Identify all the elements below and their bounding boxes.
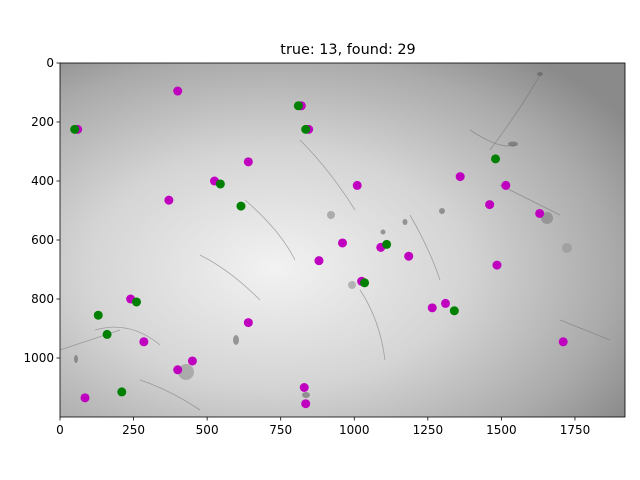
data-point-series-0-24 [187,356,197,366]
data-point-series-0-16 [492,260,502,270]
data-point-series-0-9 [164,195,174,205]
data-point-series-0-23 [558,337,568,347]
cell-blobs [74,72,572,398]
data-point-series-1-5 [236,201,246,211]
x-tick-label: 0 [56,423,64,437]
data-point-series-0-0 [173,86,183,96]
data-point-series-0-21 [440,298,450,308]
data-point-series-0-7 [455,172,465,182]
x-tick-label: 1250 [413,423,444,437]
data-point-series-1-1 [70,124,80,134]
data-point-series-1-9 [93,310,103,320]
data-point-series-1-8 [132,297,142,307]
data-point-series-1-0 [293,101,303,111]
data-point-series-1-10 [102,329,112,339]
data-point-series-0-22 [139,337,149,347]
x-tick-label: 250 [122,423,145,437]
x-tick-label: 1000 [339,423,370,437]
data-point-series-1-3 [491,154,501,164]
data-point-series-0-25 [173,365,183,375]
data-point-series-0-11 [535,208,545,218]
data-point-series-0-20 [427,303,437,313]
x-tick-label: 500 [196,423,219,437]
data-point-series-0-10 [485,200,495,210]
data-point-series-1-7 [360,278,370,288]
y-tick-label: 800 [31,292,54,306]
data-point-series-0-26 [299,383,309,392]
y-tick-label: 600 [31,233,54,247]
chart-title: true: 13, found: 29 [280,42,415,58]
data-point-series-1-12 [117,387,127,397]
x-axis: 0 250 500 750 1000 1250 1500 1750 [56,417,590,437]
data-point-series-1-4 [215,179,225,189]
data-point-series-0-15 [314,256,324,266]
y-tick-label: 1000 [23,351,54,365]
y-tick-label: 0 [46,56,54,70]
data-point-series-0-4 [243,157,253,167]
data-point-series-0-6 [352,180,362,190]
data-point-series-0-12 [338,238,347,248]
data-point-series-0-19 [243,318,253,328]
x-tick-label: 1750 [560,423,591,437]
data-point-series-0-14 [404,251,414,261]
points-layer [70,86,568,409]
data-point-series-0-28 [301,399,311,409]
data-point-series-1-2 [301,124,311,134]
y-axis: 0 200 400 600 800 1000 [23,56,60,365]
data-point-series-1-11 [449,306,459,316]
plot-area [59,62,626,418]
data-point-series-1-6 [382,239,392,249]
y-tick-label: 200 [31,115,54,129]
data-point-series-0-27 [80,393,90,403]
x-tick-label: 750 [269,423,292,437]
x-tick-label: 1500 [486,423,517,437]
y-tick-label: 400 [31,174,54,188]
data-point-series-0-8 [501,180,511,190]
